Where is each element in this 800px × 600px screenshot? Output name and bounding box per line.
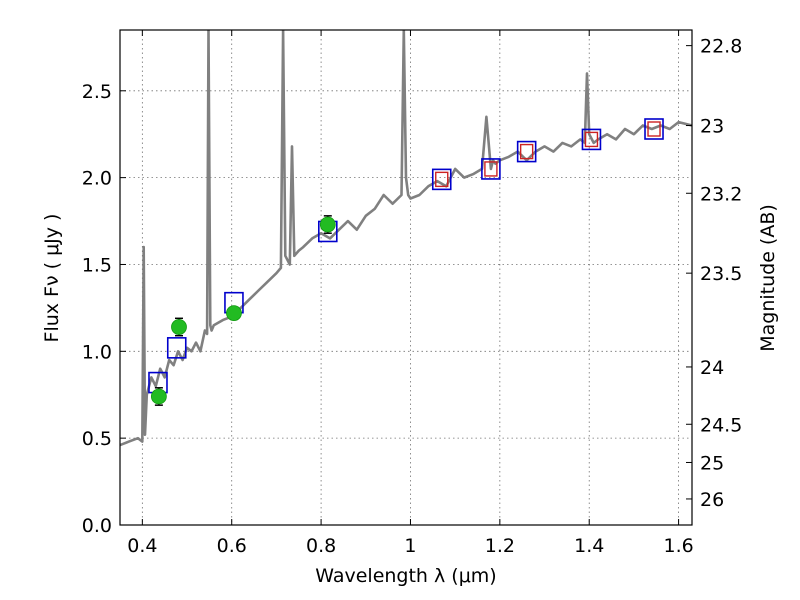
ir-point: [435, 171, 449, 188]
ir-point: [519, 143, 534, 160]
y2-axis-label: Magnitude (AB): [757, 204, 779, 352]
y2-tick-label: 24.5: [700, 414, 742, 436]
model-point: [644, 118, 664, 140]
model-point: [581, 128, 602, 151]
y-tick-label: 2.0: [82, 168, 112, 190]
y2-tick-label: 24: [700, 357, 724, 379]
observed-point: [150, 388, 167, 405]
ir-point: [647, 121, 661, 137]
axis-ticks: 0.4 0.6 0.8 1 1.2 1.4 1.6 0.0 0.5 1.0 1.5 2.0 2.5 22.…: [82, 30, 742, 557]
y-tick-label: 1.0: [82, 341, 112, 363]
y2-tick-label: 26: [700, 489, 724, 511]
ir-point: [584, 131, 599, 148]
x-tick-label: 1.6: [663, 535, 693, 557]
y2-tick-label: 23.2: [700, 183, 742, 205]
y-tick-label: 2.5: [82, 81, 112, 103]
y2-tick-label: 22.8: [700, 36, 742, 58]
model-point: [516, 140, 537, 163]
ir-point: [484, 161, 498, 177]
y-tick-label: 1.5: [82, 254, 112, 276]
x-tick-label: 0.4: [127, 535, 157, 557]
model-point: [431, 168, 452, 191]
model-point: [481, 158, 501, 180]
data-area: [120, 30, 692, 447]
y-tick-label: 0.5: [82, 428, 112, 450]
x-axis-label: Wavelength λ (μm): [315, 565, 496, 587]
y2-tick-label: 25: [700, 452, 724, 474]
y-tick-label: 0.0: [82, 515, 112, 537]
x-tick-label: 1: [404, 535, 416, 557]
observed-point: [226, 305, 242, 322]
y2-tick-label: 23: [700, 116, 724, 138]
x-tick-label: 0.6: [217, 535, 247, 557]
y2-tick-label: 23.5: [700, 263, 742, 285]
model-point: [166, 337, 187, 359]
observed-point: [171, 319, 187, 335]
observed-point: [319, 216, 336, 233]
spectrum-line: [120, 30, 692, 447]
x-tick-label: 1.2: [485, 535, 515, 557]
x-tick-label: 0.8: [306, 535, 336, 557]
y-axis-label: Flux Fν ( μJy ): [41, 214, 63, 343]
plot-frame: [119, 29, 693, 526]
x-tick-label: 1.4: [574, 535, 604, 557]
